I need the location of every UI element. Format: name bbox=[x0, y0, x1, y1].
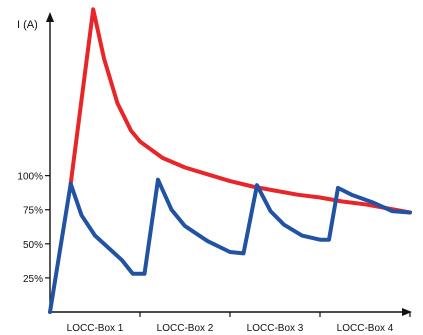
x-tick-label: LOCC-Box 4 bbox=[337, 323, 394, 334]
y-tick-label: 25% bbox=[23, 274, 43, 285]
x-tick-label: LOCC-Box 1 bbox=[67, 323, 124, 334]
axes bbox=[45, 12, 412, 317]
y-tick-label: 75% bbox=[23, 206, 43, 217]
y-tick-label: 100% bbox=[17, 172, 43, 183]
y-axis-arrow bbox=[46, 12, 54, 22]
x-tick-label: LOCC-Box 2 bbox=[157, 323, 214, 334]
series-line-blue bbox=[50, 180, 410, 312]
series-line-red bbox=[71, 9, 410, 212]
y-axis-label: I (A) bbox=[17, 19, 38, 31]
x-tick-label: LOCC-Box 3 bbox=[247, 323, 304, 334]
y-tick-label: 50% bbox=[23, 240, 43, 251]
series-layer bbox=[50, 9, 410, 312]
